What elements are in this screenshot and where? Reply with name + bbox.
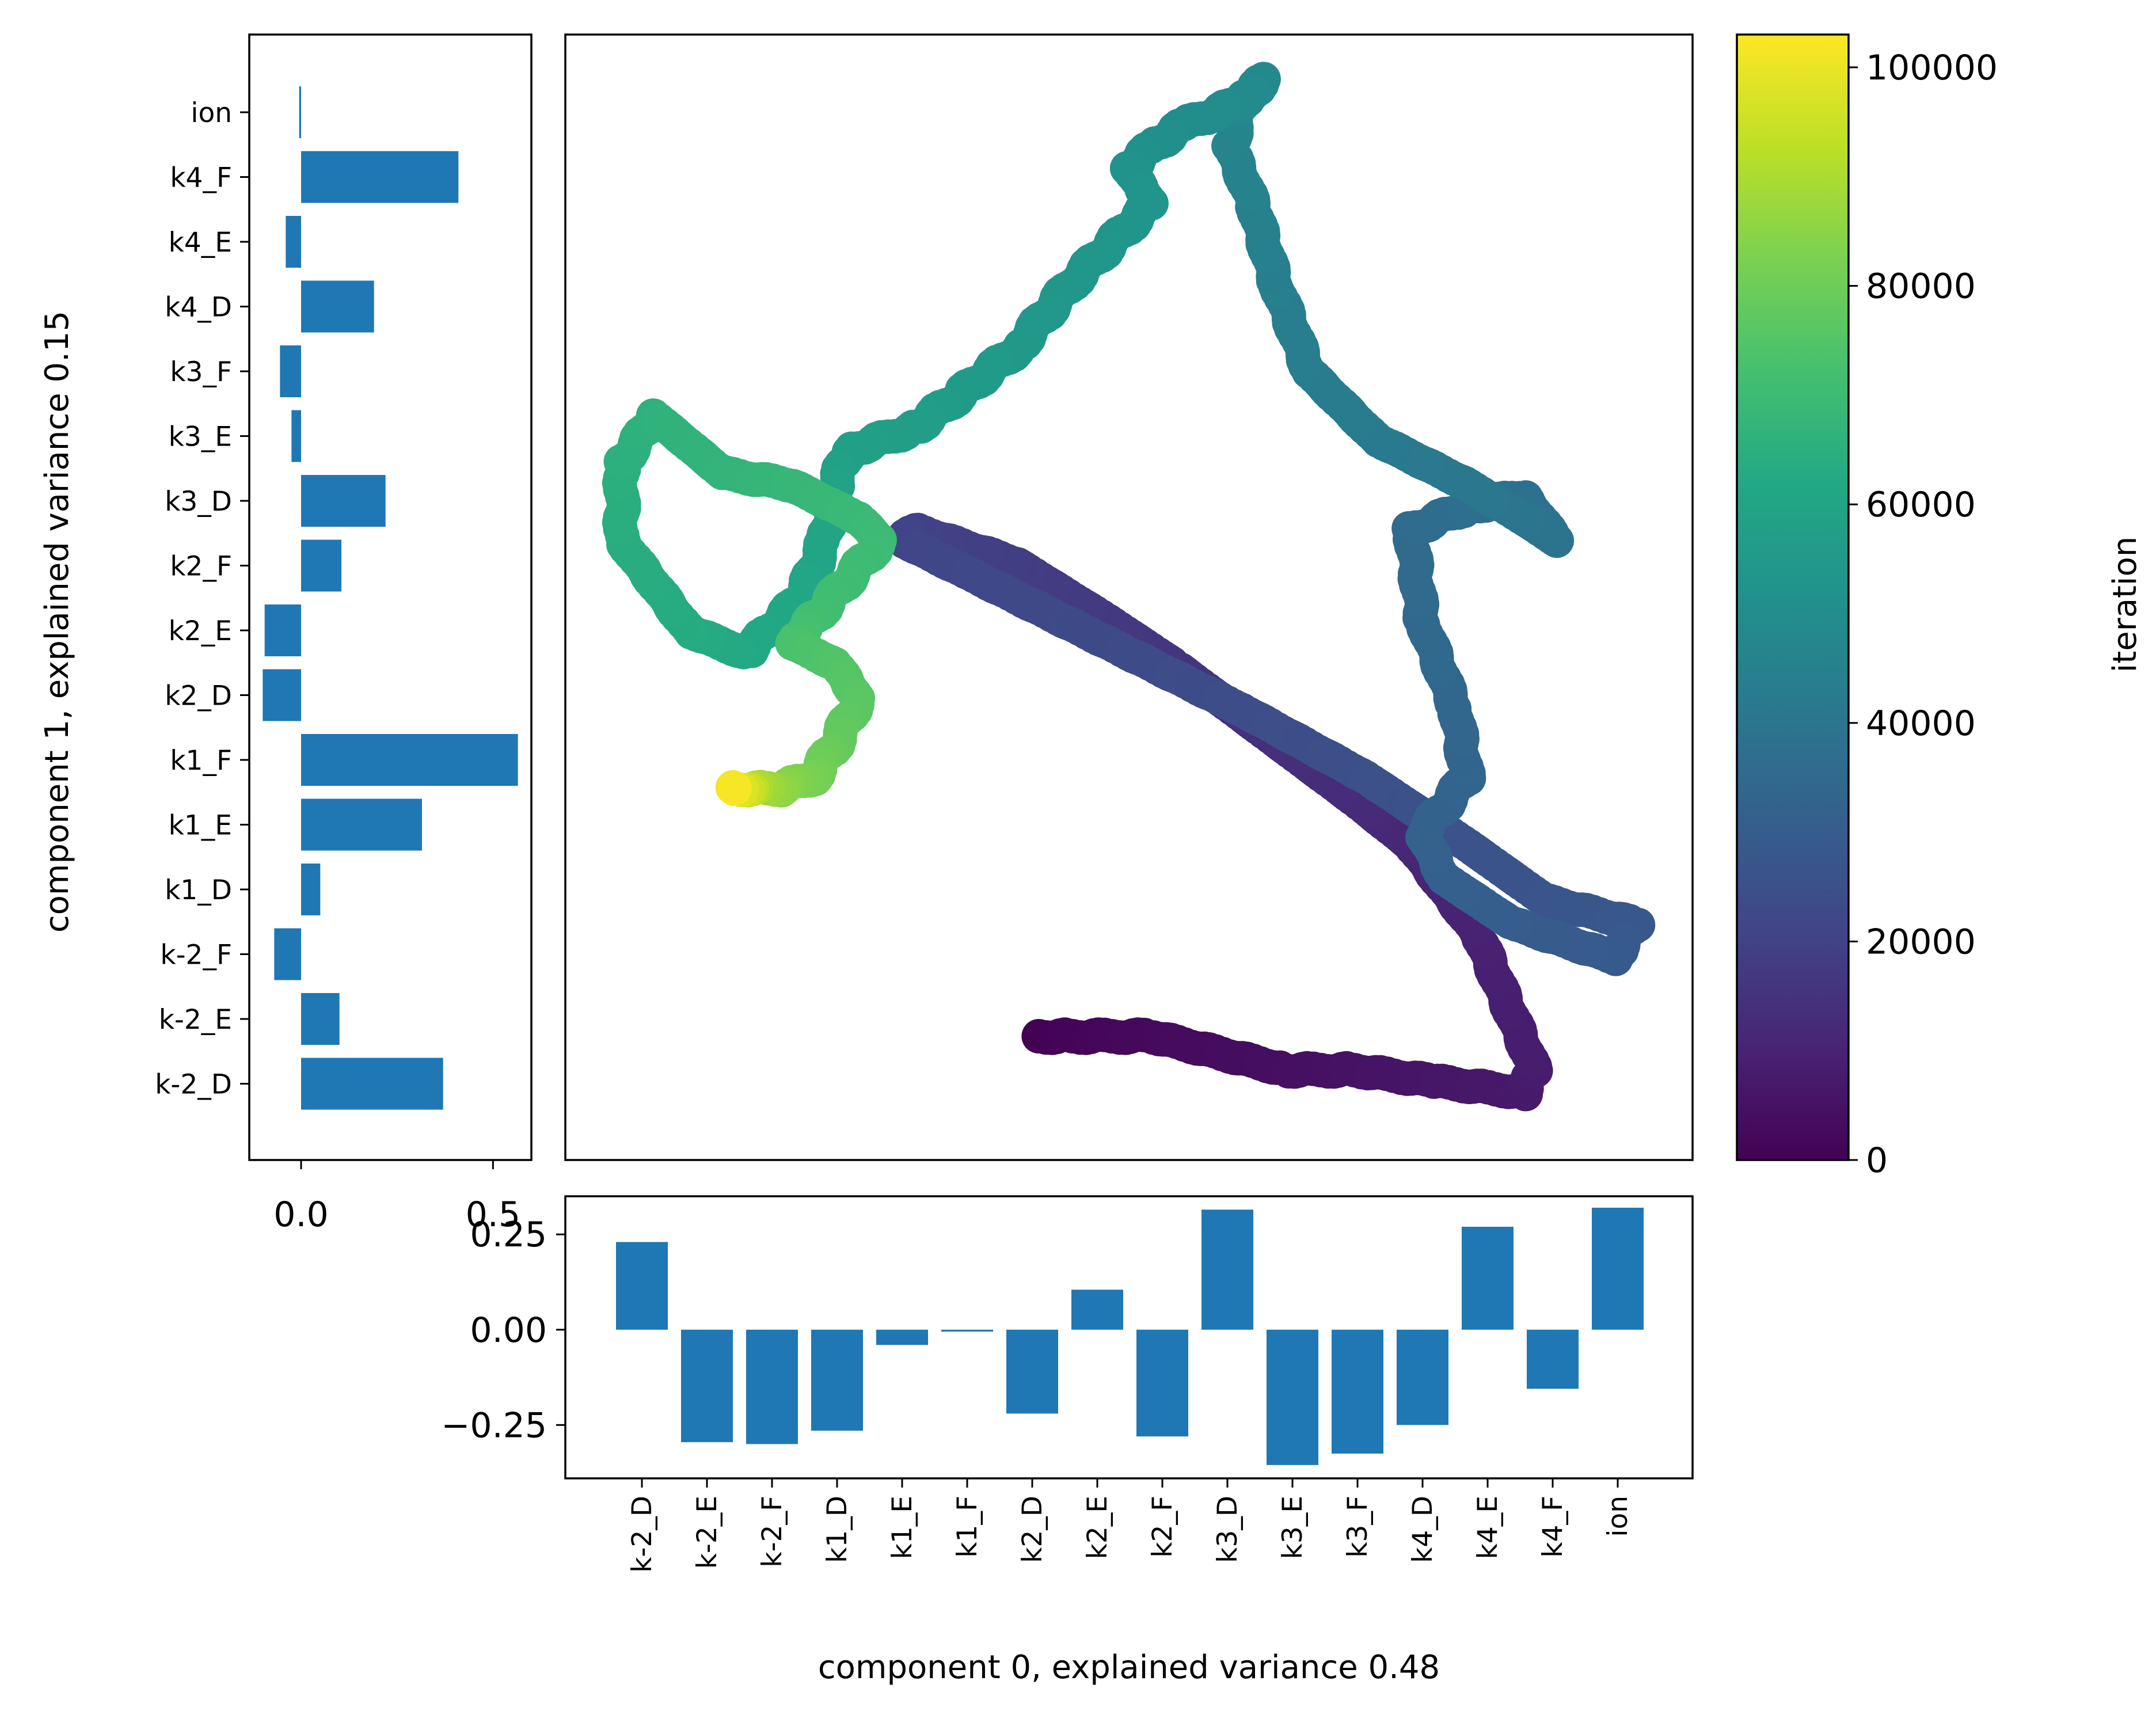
colorbar-tick-label: 40000 [1866,703,1976,744]
bottom-xtick-label: k-2_E [691,1496,723,1569]
left-ytick-label: k3_F [170,356,232,388]
bottom-xtick-label: k3_E [1277,1496,1309,1559]
component-0-bar-panel: 0.25 0.00 −0.25 k-2_D k-2_E k-2_F k1_D k1_E k1_… [441,1195,1694,1686]
left-plot-frame [248,33,533,1161]
bottom-bar [1397,1329,1448,1425]
left-ytick-label: k1_E [169,810,232,842]
bottom-bar [1592,1207,1644,1330]
bottom-xtick-label: k-2_D [626,1496,658,1573]
component-1-bar-panel: ion k4_F k4_E k4_D k3_F k3_E k3_D k2_F k2_E k2_Dk… [39,33,533,1235]
bottom-bar [746,1329,798,1444]
left-ytick-label: k2_F [170,551,232,583]
left-bar [301,798,422,851]
left-bar [301,993,340,1045]
left-ytick-label: k4_D [165,292,232,324]
bottom-bar [1332,1329,1383,1454]
left-bar [299,86,301,138]
left-bar [301,734,518,786]
bottom-bar [1136,1329,1188,1437]
colorbar-tick-label: 0 [1866,1140,1888,1181]
left-xtick-label: 0.0 [273,1195,328,1235]
left-bar [291,410,301,462]
bottom-xtick-label: k2_E [1082,1496,1113,1559]
left-bar [301,151,459,203]
left-bar [301,864,321,915]
left-bar [301,475,386,527]
left-ytick-label: k2_E [169,615,232,647]
left-bar [264,604,301,656]
left-bar [286,216,301,268]
left-ytick-label: k3_E [169,421,232,453]
left-ytick-label: k-2_E [159,1004,232,1036]
trajectory-point [717,771,752,806]
left-axis-label: component 1, explained variance 0.15 [39,311,76,933]
left-xtick-label: 0.5 [466,1195,520,1235]
left-bar [301,539,341,592]
left-ytick-label: ion [191,97,232,129]
bottom-xtick-label: k-2_F [756,1496,788,1568]
bottom-ytick-label: −0.25 [441,1405,547,1446]
left-bar [263,669,301,721]
bottom-xtick-label: k4_E [1472,1496,1504,1559]
bottom-plot-frame [564,1195,1694,1480]
main-scatter-panel [564,33,1694,1161]
bottom-bar [1267,1329,1318,1465]
colorbar-gradient [1736,33,1850,1161]
left-bar [280,345,301,397]
bottom-bar [1071,1290,1123,1330]
left-bar [301,280,374,333]
left-ytick-label: k3_D [165,486,232,518]
bottom-xtick-label: k3_F [1342,1496,1374,1558]
left-ytick-label: k1_F [170,745,232,777]
bottom-bar [1006,1329,1058,1414]
bottom-xtick-label: k3_D [1212,1496,1244,1563]
bottom-xtick-label: k4_D [1407,1496,1439,1563]
trajectory [602,62,1656,1112]
bottom-bar [616,1242,668,1330]
main-plot-frame [564,33,1694,1161]
left-ytick-label: k4_F [170,162,232,194]
colorbar-tick-label: 20000 [1866,922,1976,962]
bottom-xtick-label: k1_D [822,1496,853,1563]
colorbar: 0 20000 40000 60000 80000 100000 iteration [1736,33,2144,1181]
bottom-xtick-label: k1_E [887,1496,918,1559]
left-ytick-label: k1_D [165,874,232,906]
bottom-xtick-label: k1_F [952,1496,983,1558]
bottom-xtick-label: k2_D [1017,1496,1048,1563]
bottom-bar [1462,1226,1514,1330]
left-ytick-label: k4_E [169,227,232,258]
bottom-bar [811,1329,863,1431]
left-ytick-label: k-2_D [155,1069,232,1101]
bottom-xtick-label: ion [1602,1496,1634,1537]
bottom-xtick-label: k2_F [1147,1496,1178,1558]
left-bar [301,1058,443,1110]
bottom-bar [681,1329,733,1443]
bottom-ytick-label: 0.00 [470,1310,547,1351]
bottom-bar [876,1329,928,1345]
left-ytick-label: k-2_F [160,940,232,971]
bottom-bar [1201,1210,1253,1330]
colorbar-label: iteration [2106,537,2144,673]
colorbar-tick-label: 60000 [1866,485,1976,525]
bottom-axis-label: component 0, explained variance 0.48 [818,1649,1440,1686]
bottom-bar [1527,1329,1579,1389]
colorbar-tick-label: 80000 [1866,267,1976,307]
bottom-bar [941,1329,993,1332]
bottom-ytick-label: 0.25 [470,1215,547,1255]
colorbar-tick-label: 100000 [1866,48,1998,88]
left-bar [274,928,301,980]
left-ytick-label: k2_D [165,680,232,712]
bottom-xtick-label: k4_F [1537,1496,1569,1558]
